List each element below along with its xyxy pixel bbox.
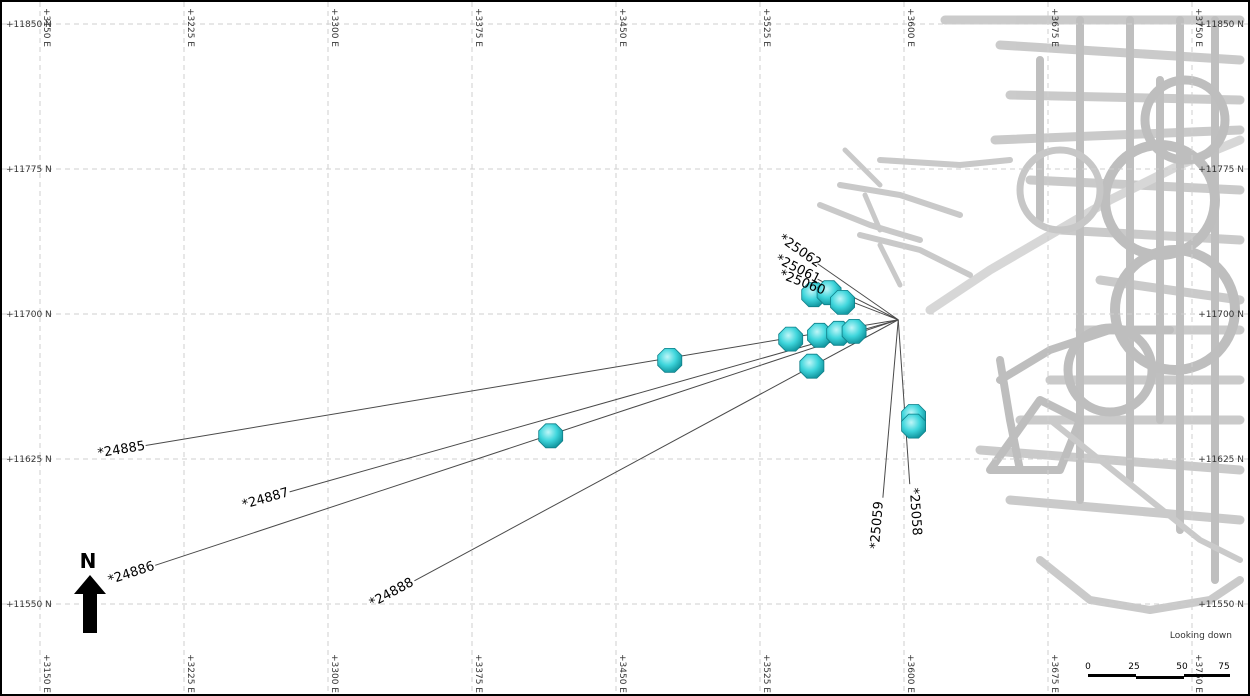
- sample-marker[interactable]: [841, 318, 867, 344]
- underground-workings: [817, 15, 1245, 614]
- scale-bar-segment: [1088, 674, 1136, 677]
- drillhole-trace[interactable]: [817, 263, 899, 321]
- easting-label-bottom: +3300 E: [329, 654, 339, 693]
- northing-label-right: +11775 N: [1198, 165, 1244, 175]
- sample-marker[interactable]: [799, 353, 825, 379]
- easting-label-bottom: +3600 E: [905, 654, 915, 693]
- sample-marker[interactable]: [657, 347, 683, 373]
- northing-label-left: +11625 N: [6, 455, 52, 465]
- drillhole-trace[interactable]: [897, 319, 911, 485]
- view-direction-label: Looking down: [1170, 631, 1232, 641]
- easting-label-top: +3675 E: [1049, 8, 1059, 47]
- drillhole-traces: [145, 263, 911, 582]
- drillhole-label[interactable]: *25059: [868, 501, 887, 550]
- northing-label-left: +11550 N: [6, 600, 52, 610]
- scale-bar-segment: [1184, 674, 1230, 677]
- sample-marker[interactable]: [830, 289, 855, 315]
- sample-marker[interactable]: [778, 326, 804, 352]
- northing-label-right: +11550 N: [1198, 600, 1244, 610]
- scale-bar-segment: [1136, 676, 1184, 679]
- drillhole-label[interactable]: *24887: [241, 485, 291, 512]
- north-arrow-icon: [74, 575, 106, 633]
- north-letter: N: [80, 549, 97, 573]
- easting-label-top: +3750 E: [1193, 8, 1203, 47]
- drillhole-labels: *24885*24887*24886*24888*25062*25061*250…: [97, 231, 924, 611]
- easting-label-top: +3375 E: [473, 8, 483, 47]
- north-arrow: N: [74, 549, 106, 633]
- northing-label-right: +11625 N: [1198, 455, 1244, 465]
- northing-label-right: +11700 N: [1198, 310, 1244, 320]
- drillhole-label[interactable]: *24886: [106, 559, 156, 588]
- northing-label-left: +11850 N: [6, 20, 52, 30]
- scale-label-50: 50: [1176, 662, 1188, 672]
- easting-label-top: +3450 E: [617, 8, 627, 47]
- drillhole-trace[interactable]: [155, 319, 899, 566]
- easting-label-top: +3300 E: [329, 8, 339, 47]
- easting-label-bottom: +3225 E: [185, 654, 195, 693]
- drillhole-label[interactable]: *24888: [367, 575, 416, 611]
- drillhole-label[interactable]: *25058: [906, 487, 924, 536]
- drillhole-trace[interactable]: [414, 319, 899, 582]
- easting-label-top: +3225 E: [185, 8, 195, 47]
- easting-label-bottom: +3750 E: [1193, 654, 1203, 693]
- easting-label-top: +3525 E: [761, 8, 771, 47]
- easting-label-bottom: +3375 E: [473, 654, 483, 693]
- drillhole-label[interactable]: *24885: [97, 439, 147, 462]
- scale-label-25: 25: [1128, 662, 1139, 672]
- scale-label-0: 0: [1085, 662, 1091, 672]
- easting-label-bottom: +3525 E: [761, 654, 771, 693]
- northing-label-left: +11700 N: [6, 310, 52, 320]
- northing-label-right: +11850 N: [1198, 20, 1244, 30]
- easting-label-top: +3600 E: [905, 8, 915, 47]
- drillhole-trace[interactable]: [145, 319, 899, 446]
- easting-label-bottom: +3450 E: [617, 654, 627, 693]
- grid-labels: +3150 E +3150 E +3225 E +3225 E +3300 E +3300…: [6, 8, 1244, 693]
- scale-bar: 0 25 50 75: [1085, 662, 1230, 679]
- sample-marker[interactable]: [538, 423, 564, 449]
- easting-label-bottom: +3150 E: [41, 654, 51, 693]
- easting-label-top: +3150 E: [41, 8, 51, 47]
- easting-label-bottom: +3675 E: [1049, 654, 1059, 693]
- sample-markers: [538, 280, 926, 449]
- drillhole-trace[interactable]: [882, 319, 899, 498]
- scale-label-75: 75: [1218, 662, 1229, 672]
- sample-marker[interactable]: [901, 413, 926, 439]
- northing-label-left: +11775 N: [6, 165, 52, 175]
